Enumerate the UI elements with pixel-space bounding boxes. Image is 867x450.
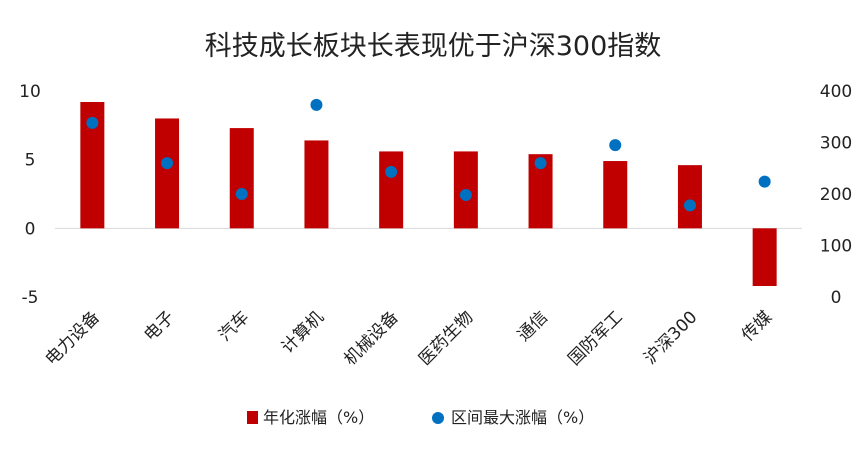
chart-title: 科技成长板块长表现优于沪深300指数 (205, 31, 662, 62)
right-tick-label: 300 (820, 134, 852, 154)
left-tick-label: 10 (19, 82, 41, 102)
right-tick-label: 100 (820, 237, 852, 257)
category-label: 电子 (140, 307, 178, 345)
category-label: 电力设备 (42, 307, 104, 369)
category-label: 机械设备 (340, 307, 402, 369)
category-label: 传媒 (738, 307, 776, 345)
bar-2 (229, 128, 254, 229)
category-label: 医药生物 (415, 307, 477, 369)
legend-label-bar: 年化涨幅（%） (263, 408, 374, 427)
bar-9 (752, 228, 777, 287)
legend-swatch-dot (432, 412, 444, 424)
point-3 (310, 98, 323, 111)
point-7 (609, 139, 622, 152)
point-4 (385, 165, 398, 178)
legend-label-dot: 区间最大涨幅（%） (451, 408, 594, 427)
bar-4 (379, 151, 404, 229)
left-tick-label: 0 (25, 219, 36, 239)
right-tick-label: 0 (831, 288, 842, 308)
category-label: 国防军工 (565, 307, 627, 369)
right-tick-label: 200 (820, 185, 852, 205)
point-0 (86, 116, 99, 129)
category-label: 沪深300 (640, 307, 701, 368)
bar-7 (603, 161, 628, 229)
category-label: 计算机 (278, 307, 328, 357)
right-axis: 400 300 200 100 0 (820, 82, 852, 308)
bar-1 (155, 118, 180, 229)
point-6 (534, 157, 547, 170)
point-1 (161, 157, 174, 170)
legend: 年化涨幅（%） 区间最大涨幅（%） (247, 408, 594, 427)
category-axis: 电力设备 电子 汽车 计算机 机械设备 医药生物 通信 国防军工 沪深300 传媒 (42, 307, 777, 369)
point-5 (459, 189, 472, 202)
legend-swatch-bar (247, 411, 258, 424)
left-axis: 10 5 0 -5 (19, 82, 41, 308)
category-label: 通信 (514, 307, 552, 345)
scatter-series (86, 98, 771, 212)
point-8 (683, 199, 696, 212)
point-2 (235, 188, 248, 200)
left-tick-label: -5 (22, 288, 39, 308)
bar-series (80, 101, 777, 287)
category-label: 汽车 (215, 307, 253, 345)
left-tick-label: 5 (25, 151, 36, 171)
bar-3 (304, 140, 329, 229)
right-tick-label: 400 (820, 82, 852, 102)
bar-8 (677, 165, 702, 229)
point-9 (758, 175, 771, 188)
